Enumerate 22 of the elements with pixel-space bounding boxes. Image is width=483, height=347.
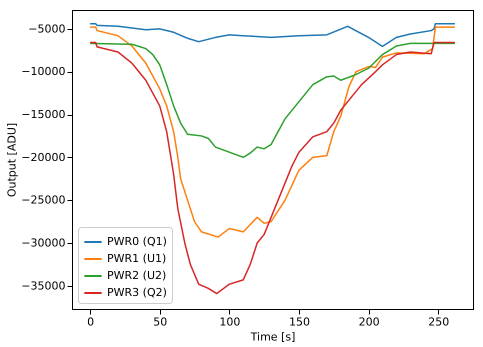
- line-series: [89, 42, 456, 158]
- y-axis-title: Output [ADU]: [5, 122, 18, 198]
- y-tick-label: −10000: [21, 65, 66, 78]
- legend-label: PWR1 (U1): [107, 252, 166, 265]
- y-tick-label: −30000: [21, 236, 66, 250]
- x-axis-title: Time [s]: [250, 330, 296, 344]
- x-tick-label: 150: [288, 316, 310, 328]
- y-tick-label: −35000: [21, 279, 66, 292]
- legend-label: PWR0 (Q1): [107, 235, 167, 248]
- x-tick-label: 250: [428, 316, 450, 328]
- x-tick-label: 50: [153, 316, 168, 328]
- y-tick-label: −15000: [21, 108, 66, 122]
- x-tick-label: 200: [358, 316, 380, 328]
- y-tick-label: −5000: [28, 22, 66, 36]
- x-tick-label: 100: [219, 316, 240, 328]
- legend-label: PWR2 (U2): [107, 269, 166, 282]
- line-series: [89, 26, 456, 238]
- y-tick-label: −25000: [21, 194, 66, 207]
- x-tick-label: 0: [87, 316, 94, 328]
- y-tick-label: −20000: [21, 150, 66, 164]
- line-series: [89, 22, 456, 48]
- legend-label: PWR3 (Q2): [107, 286, 167, 299]
